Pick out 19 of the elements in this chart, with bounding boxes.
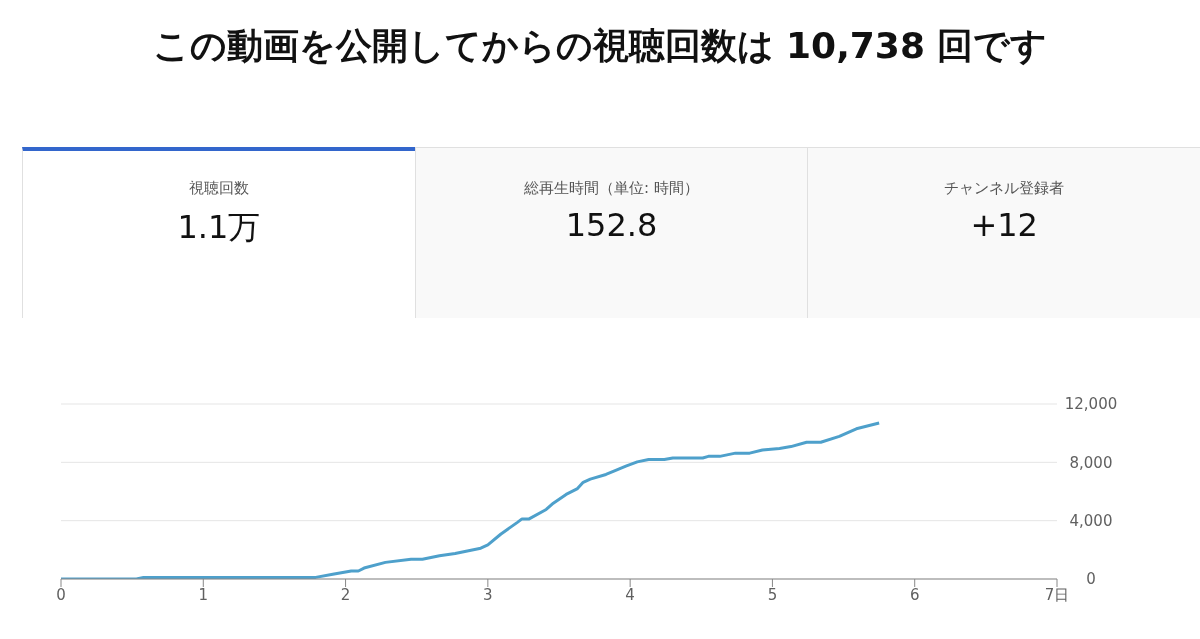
text: 視聴回数 <box>187 179 250 198</box>
x-tick-label: 0 <box>56 585 66 604</box>
x-tick-label: 5 <box>767 585 778 604</box>
text: +12 <box>969 206 1039 244</box>
x-tick-label: 2 <box>340 585 351 604</box>
text: チャンネル登録者 <box>943 179 1066 198</box>
y-tick-label: 4,000 <box>1069 511 1113 530</box>
text: 152.8 <box>564 206 659 244</box>
text: この動画を公開してからの視聴回数は 10,738 回です <box>151 24 1049 68</box>
x-tick-label: 7日 <box>1044 585 1070 604</box>
x-tick-label: 4 <box>625 585 635 604</box>
x-tick-label: 3 <box>483 585 493 604</box>
x-tick-label: 6 <box>909 585 920 604</box>
y-tick-label: 8,000 <box>1069 453 1113 472</box>
y-tick-label: 12,000 <box>1064 395 1118 414</box>
x-tick-label: 1 <box>198 585 209 604</box>
text: 総再生時間（単位: 時間） <box>523 179 700 198</box>
y-tick-label: 0 <box>1086 570 1096 589</box>
text: 1.1万 <box>176 207 262 248</box>
